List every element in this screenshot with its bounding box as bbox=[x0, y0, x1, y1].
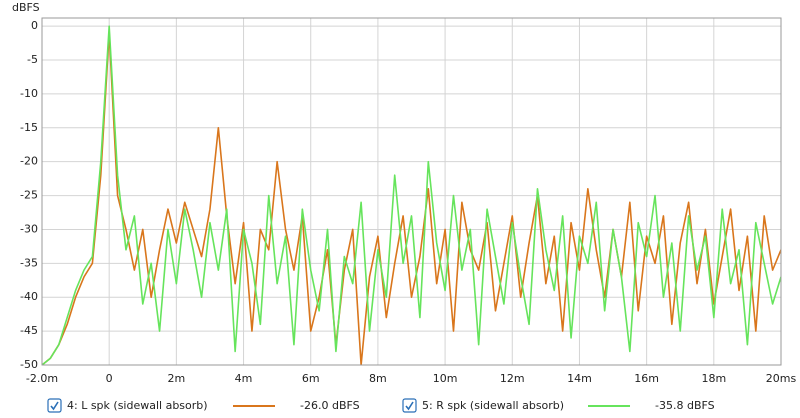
x-tick-label: 16m bbox=[634, 372, 659, 385]
y-axis-label: dBFS bbox=[12, 1, 40, 14]
y-tick-label: -40 bbox=[20, 290, 38, 303]
x-tick-label: 12m bbox=[500, 372, 525, 385]
legend-readout: -35.8 dBFS bbox=[655, 399, 715, 412]
y-tick-label: -30 bbox=[20, 222, 38, 235]
y-tick-label: -50 bbox=[20, 358, 38, 371]
checkbox-box bbox=[47, 398, 62, 413]
x-tick-label: 8m bbox=[369, 372, 387, 385]
legend-readout: -26.0 dBFS bbox=[300, 399, 360, 412]
checkbox-check bbox=[405, 401, 414, 411]
x-tick-label: 0 bbox=[106, 372, 113, 385]
x-tick-label: 4m bbox=[235, 372, 253, 385]
y-tick-label: -35 bbox=[20, 256, 38, 269]
series-line bbox=[42, 32, 781, 365]
x-tick-label: 18m bbox=[701, 372, 726, 385]
plot-frame bbox=[41, 17, 782, 366]
legend-checkbox[interactable] bbox=[47, 398, 62, 413]
y-tick-label: -15 bbox=[20, 121, 38, 134]
y-tick-label: 0 bbox=[31, 19, 38, 32]
y-tick-label: -25 bbox=[20, 189, 38, 202]
legend-label: 4: L spk (sidewall absorb) bbox=[67, 399, 208, 412]
plot-lines bbox=[42, 25, 781, 365]
checkbox-check bbox=[50, 401, 59, 411]
x-tick-label: -2.0m bbox=[26, 372, 58, 385]
checkbox-box bbox=[402, 398, 417, 413]
x-tick-label: 6m bbox=[302, 372, 320, 385]
y-tick-label: -20 bbox=[20, 155, 38, 168]
x-tick-label: 2m bbox=[168, 372, 186, 385]
legend-checkbox[interactable] bbox=[402, 398, 417, 413]
y-tick-label: -10 bbox=[20, 87, 38, 100]
x-tick-label: 20ms bbox=[766, 372, 797, 385]
legend: 4: L spk (sidewall absorb) -26.0 dBFS 5: R… bbox=[47, 398, 715, 413]
legend-label: 5: R spk (sidewall absorb) bbox=[422, 399, 564, 412]
y-tick-label: -45 bbox=[20, 324, 38, 337]
y-tick-label: -5 bbox=[27, 53, 38, 66]
x-tick-label: 14m bbox=[567, 372, 592, 385]
series-line bbox=[42, 25, 781, 365]
x-tick-label: 10m bbox=[433, 372, 458, 385]
